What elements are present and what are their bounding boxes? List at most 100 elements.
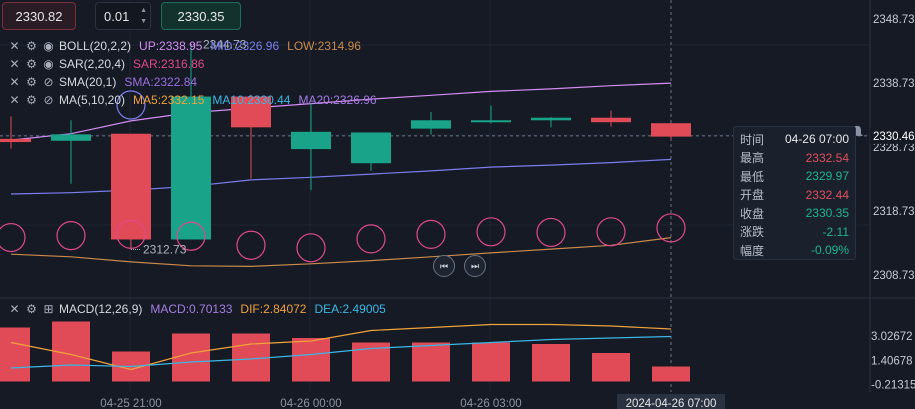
indicator-row-sma: ✕ ⚙ ⊘ SMA(20,1) SMA:2322.84 bbox=[8, 74, 197, 90]
close-icon[interactable]: ✕ bbox=[9, 75, 20, 89]
settings-icon[interactable]: ⚙ bbox=[26, 57, 37, 71]
macd-tick-label: 1.40678 bbox=[871, 355, 913, 367]
price-tick-label: 2308.73 bbox=[873, 270, 915, 282]
eye-icon[interactable]: ◉ bbox=[43, 39, 54, 53]
buy-price-value: 2330.35 bbox=[177, 8, 225, 24]
macd-bar bbox=[532, 344, 570, 382]
boll-lower-line bbox=[10, 237, 672, 268]
price-tick-label: 2328.73 bbox=[873, 142, 915, 154]
indicator-value: MA5:2332.15 bbox=[133, 93, 205, 107]
close-icon[interactable]: ✕ bbox=[9, 302, 20, 316]
info-value: 2330.35 bbox=[805, 206, 849, 221]
quantity-input[interactable]: 0.01 ▲ ▼ bbox=[95, 2, 151, 30]
boll-mid-line bbox=[10, 158, 672, 195]
macd-bar bbox=[472, 342, 510, 382]
price-tick-label: 2338.73 bbox=[873, 78, 915, 90]
buy-price-button[interactable]: 2330.35 bbox=[161, 2, 241, 30]
scroll-to-start-button[interactable]: ⏮ bbox=[433, 255, 455, 277]
candle-body bbox=[531, 117, 571, 121]
info-value: 2332.54 bbox=[805, 150, 849, 165]
settings-icon[interactable]: ⚙ bbox=[26, 39, 37, 53]
candle-body bbox=[351, 132, 391, 164]
indicator-value: MA10:2330.44 bbox=[212, 93, 291, 107]
macd-value: MACD:0.70133 bbox=[150, 302, 233, 316]
low-label: 2312.73 bbox=[143, 243, 187, 257]
dif-line bbox=[10, 323, 672, 371]
info-value: 2332.44 bbox=[805, 187, 849, 202]
eye-off-icon[interactable]: ⊘ bbox=[43, 93, 54, 107]
sell-price-value: 2330.82 bbox=[15, 8, 63, 24]
indicator-name: SMA(20,1) bbox=[59, 75, 117, 89]
indicator-value: MID:2326.96 bbox=[210, 39, 280, 53]
close-icon[interactable]: ✕ bbox=[9, 39, 20, 53]
info-key: 最高 bbox=[740, 151, 765, 166]
price-tick-label: 2318.73 bbox=[873, 206, 915, 218]
info-value: 2329.97 bbox=[805, 169, 849, 184]
macd-bar bbox=[172, 333, 210, 382]
macd-bar bbox=[0, 327, 30, 382]
settings-icon[interactable]: ⚙ bbox=[26, 93, 37, 107]
current-price-label: 2330.46 bbox=[873, 131, 915, 143]
info-key: 开盘 bbox=[740, 188, 765, 203]
eye-off-icon[interactable]: ⊘ bbox=[43, 75, 54, 89]
macd-bar bbox=[652, 366, 690, 382]
macd-tick-label: -0.21315 bbox=[871, 380, 915, 392]
indicator-row-sar: ✕ ⚙ ◉ SAR(2,20,4) SAR:2316.86 bbox=[8, 56, 204, 72]
sar-dot bbox=[56, 221, 86, 251]
dif-value: DIF:2.84072 bbox=[240, 302, 307, 316]
macd-bar bbox=[292, 338, 330, 382]
scroll-to-end-button[interactable]: ⏭ bbox=[464, 255, 486, 277]
macd-tick-label: 3.02672 bbox=[871, 331, 913, 343]
candle-body bbox=[111, 133, 151, 240]
sar-dot bbox=[116, 90, 146, 120]
candle-body bbox=[51, 134, 91, 141]
sell-price-button[interactable]: 2330.82 bbox=[2, 2, 76, 30]
sar-dot bbox=[236, 230, 266, 260]
eye-icon[interactable]: ◉ bbox=[43, 57, 54, 71]
candle-body bbox=[171, 96, 211, 240]
current-time-tag bbox=[617, 394, 725, 409]
macd-indicator-row: ✕ ⚙ ⊞ MACD(12,26,9) MACD:0.70133 DIF:2.8… bbox=[8, 301, 386, 317]
indicator-value: SMA:2322.84 bbox=[124, 75, 198, 89]
current-time-label: 2024-04-26 07:00 bbox=[626, 398, 717, 409]
indicator-name: MA(5,10,20) bbox=[59, 93, 126, 107]
time-tick-label: 04-26 00:00 bbox=[280, 398, 341, 409]
info-key: 幅度 bbox=[740, 243, 765, 258]
info-value: 04-26 07:00 bbox=[784, 132, 849, 147]
candle-body bbox=[291, 131, 331, 150]
indicator-row-boll: ✕ ⚙ ◉ BOLL(20,2,2) UP:2338.95 MID:2326.9… bbox=[8, 38, 361, 54]
candle-body bbox=[0, 138, 31, 143]
dea-line bbox=[10, 335, 672, 369]
time-tick-label: 04-26 03:00 bbox=[460, 398, 521, 409]
quantity-value: 0.01 bbox=[104, 8, 130, 24]
boll-upper-line bbox=[10, 82, 672, 141]
sar-dot bbox=[476, 217, 506, 247]
sar-dot bbox=[536, 217, 566, 248]
indicator-name: SAR(2,20,4) bbox=[59, 57, 126, 71]
candle-body bbox=[651, 123, 691, 137]
close-icon[interactable]: ✕ bbox=[9, 57, 20, 71]
skip-back-icon: ⏮ bbox=[439, 260, 449, 271]
stepper-icon[interactable]: ▲ ▼ bbox=[140, 7, 147, 25]
info-key: 涨跌 bbox=[740, 225, 765, 240]
macd-bar bbox=[592, 353, 630, 382]
indicator-value: MA20:2326.96 bbox=[298, 93, 377, 107]
candle-body bbox=[471, 120, 511, 123]
sar-dot bbox=[296, 233, 326, 263]
indicator-value: LOW:2314.96 bbox=[287, 39, 361, 53]
sar-dot bbox=[416, 219, 446, 249]
settings-icon[interactable]: ⚙ bbox=[26, 302, 37, 316]
candle-body bbox=[411, 120, 451, 129]
expand-icon[interactable]: ⊞ bbox=[43, 302, 54, 316]
indicator-row-ma: ✕ ⚙ ⊘ MA(5,10,20) MA5:2332.15 MA10:2330.… bbox=[8, 92, 377, 108]
dea-value: DEA:2.49005 bbox=[314, 302, 386, 316]
candle-body bbox=[591, 117, 631, 123]
close-icon[interactable]: ✕ bbox=[9, 93, 20, 107]
settings-icon[interactable]: ⚙ bbox=[26, 75, 37, 89]
macd-bar bbox=[412, 342, 450, 382]
time-tick-label: 04-25 21:00 bbox=[100, 398, 161, 409]
indicator-name: BOLL(20,2,2) bbox=[59, 39, 132, 53]
sar-dot bbox=[596, 217, 626, 247]
skip-forward-icon: ⏭ bbox=[470, 260, 480, 271]
